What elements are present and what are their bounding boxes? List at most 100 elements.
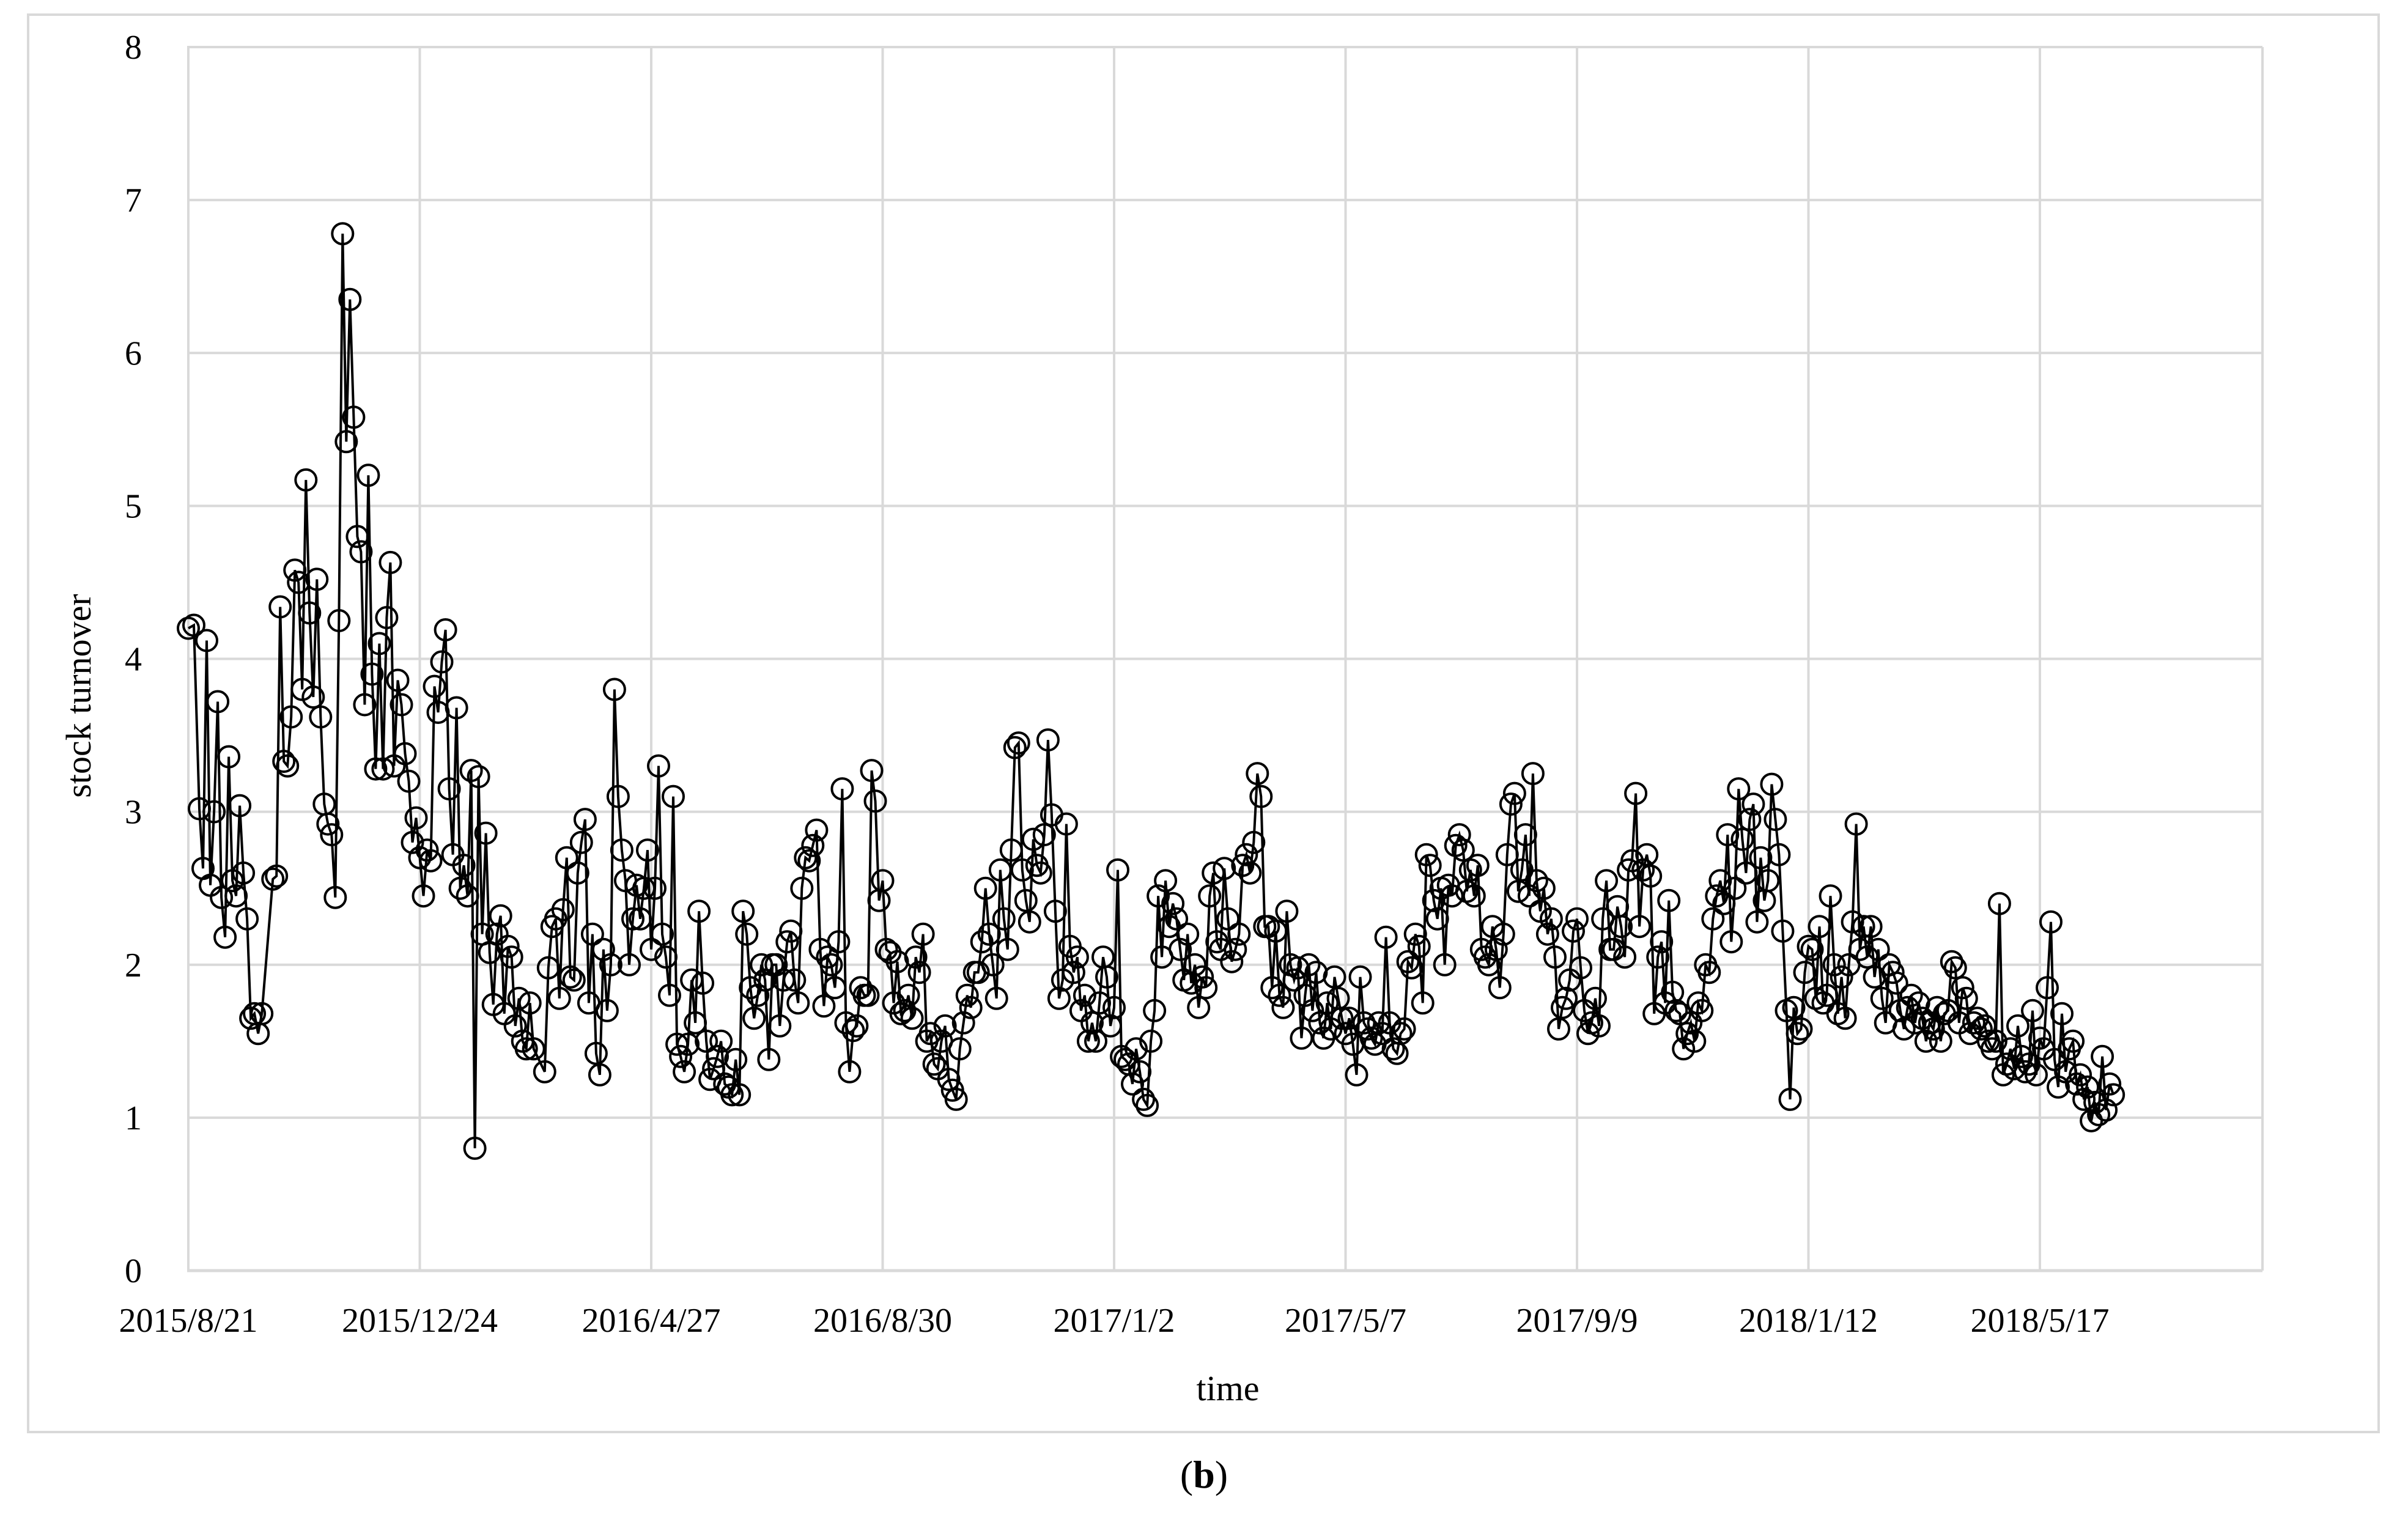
data-point <box>1043 899 1067 923</box>
data-point <box>503 1014 527 1038</box>
data-point <box>1161 892 1185 915</box>
data-point <box>1447 823 1471 847</box>
data-point <box>393 742 417 766</box>
data-point <box>2098 1072 2122 1096</box>
data-point <box>1220 950 1244 973</box>
data-point <box>632 876 656 900</box>
data-point <box>654 945 678 969</box>
data-point <box>691 971 715 995</box>
x-axis-title: time <box>1196 1368 1259 1408</box>
data-point <box>1106 858 1129 882</box>
data-point <box>1499 792 1523 816</box>
data-point <box>518 991 542 1015</box>
data-point <box>1657 888 1681 912</box>
data-point <box>1006 731 1030 755</box>
data-point <box>342 405 366 429</box>
data-point <box>1628 915 1652 939</box>
data-point <box>779 919 803 943</box>
data-point <box>735 922 759 946</box>
y-tick-label: 7 <box>125 182 142 220</box>
data-point <box>1793 961 1817 984</box>
data-point <box>1749 846 1773 870</box>
data-point <box>823 976 847 1000</box>
data-point <box>1730 827 1754 851</box>
data-point <box>1308 1011 1332 1035</box>
data-point <box>1271 995 1295 1019</box>
data-point <box>1275 899 1299 923</box>
data-point <box>750 953 774 977</box>
data-point <box>999 838 1023 862</box>
data-point <box>1646 945 1670 969</box>
data-point <box>1231 854 1255 877</box>
data-point <box>1595 869 1619 893</box>
data-point <box>922 1052 946 1076</box>
data-point <box>1084 1029 1107 1053</box>
data-point <box>182 613 205 637</box>
data-point <box>1661 980 1685 1004</box>
data-point <box>794 846 818 870</box>
data-point <box>948 1037 972 1061</box>
series-line <box>188 234 2115 1148</box>
data-point <box>1587 1014 1611 1038</box>
data-point <box>1029 861 1052 885</box>
data-point <box>1631 858 1655 882</box>
data-point <box>2050 1002 2074 1025</box>
data-point <box>1789 1017 1813 1041</box>
data-point <box>1003 736 1027 759</box>
data-point <box>1451 838 1475 862</box>
data-point <box>973 876 997 900</box>
data-point <box>423 674 446 698</box>
data-point <box>937 1068 961 1091</box>
data-point <box>1352 1011 1376 1035</box>
x-tick-label: 2017/9/9 <box>1516 1302 1638 1340</box>
data-point <box>684 1011 707 1035</box>
data-point <box>415 838 439 862</box>
data-point <box>955 983 979 1007</box>
data-point <box>695 1029 718 1053</box>
data-point <box>1477 953 1501 977</box>
data-point <box>558 965 582 989</box>
data-point <box>1940 950 1963 973</box>
data-point <box>841 1019 865 1043</box>
data-point <box>1389 1022 1413 1046</box>
data-point <box>1756 869 1780 893</box>
data-point <box>599 953 622 977</box>
data-point <box>210 885 234 909</box>
data-point <box>1719 930 1743 954</box>
data-point <box>1532 876 1556 900</box>
data-point <box>522 1037 545 1061</box>
data-point <box>1017 910 1041 934</box>
data-point <box>621 907 644 931</box>
data-point <box>496 934 520 958</box>
data-point <box>1848 937 1872 961</box>
data-point <box>224 884 248 908</box>
data-point <box>434 618 457 641</box>
data-point <box>448 876 472 900</box>
data-point <box>345 525 369 548</box>
data-point <box>489 904 512 928</box>
data-point <box>1411 991 1435 1015</box>
data-point <box>1440 884 1464 908</box>
data-point <box>580 922 604 946</box>
data-point <box>772 968 796 992</box>
y-tick-label: 4 <box>125 641 142 679</box>
data-point <box>1176 922 1200 946</box>
data-point <box>401 830 424 854</box>
data-point <box>944 1087 968 1111</box>
data-point <box>371 757 395 781</box>
data-point <box>430 650 454 674</box>
data-point <box>1367 1011 1391 1035</box>
gridlines <box>187 46 2264 1271</box>
data-point <box>860 759 884 783</box>
data-point <box>933 1014 957 1038</box>
data-point <box>1165 907 1189 931</box>
data-point <box>360 662 384 686</box>
data-point <box>1260 976 1284 1000</box>
data-point <box>404 806 428 830</box>
data-point <box>1213 857 1236 881</box>
x-tick-label: 2018/5/17 <box>1970 1302 2109 1340</box>
data-point <box>966 961 990 984</box>
data-point <box>331 222 355 246</box>
data-point <box>830 777 854 801</box>
data-point <box>1462 884 1486 908</box>
